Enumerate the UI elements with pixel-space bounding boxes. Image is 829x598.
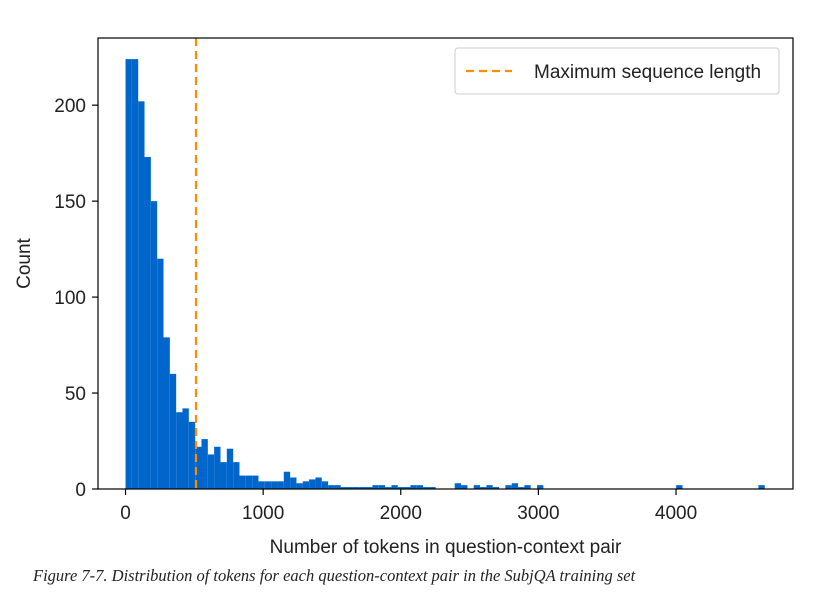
y-tick-label: 200 [54,96,86,117]
histogram-bar [347,487,354,489]
histogram-bar [264,481,272,489]
histogram-bar [239,475,246,489]
histogram-bar [188,421,196,489]
histogram-bar [473,485,481,489]
histogram-bar [290,477,297,489]
histogram-bar [372,485,379,489]
y-axis-ticks: 0 50 100 150 200 [54,96,98,501]
histogram-bar [454,483,462,489]
histogram-bar [163,337,170,489]
histogram-bar [315,477,322,489]
histogram-bar [480,487,487,489]
histogram-bar [233,462,240,489]
histogram-bar [182,408,189,489]
histogram-bar [138,101,145,490]
histogram-bar [309,479,316,489]
y-tick-label: 0 [75,480,86,501]
histogram-bar [492,487,500,489]
histogram-bar [359,487,367,489]
histogram-bar [524,485,531,489]
histogram-bar [150,201,158,489]
x-axis-ticks: 0 1000 2000 3000 4000 [120,489,697,524]
histogram-bar [258,481,265,489]
histogram-bar [220,462,227,489]
legend-box [454,47,780,95]
histogram-bar [207,454,215,489]
histogram-bar [245,475,253,489]
histogram-bar [505,485,512,489]
histogram-bar [169,373,177,489]
histogram-bar [321,481,329,489]
histogram-bar [410,485,417,489]
histogram-bar [201,439,208,489]
histogram-bar [429,487,436,489]
histogram-bar [391,485,398,489]
histogram-bar [328,485,335,489]
x-tick-label: 1000 [242,503,284,524]
legend: Maximum sequence length [454,47,780,95]
histogram-bar [385,487,392,489]
y-tick-label: 150 [54,192,86,213]
plot-frame [97,37,794,490]
histogram-bar [518,487,525,489]
x-tick-label: 4000 [655,503,697,524]
y-axis-label: Count [14,237,35,288]
histogram-bar [758,485,765,489]
x-axis-label: Number of tokens in question-context pai… [270,537,622,558]
histogram-bar [157,258,164,489]
histogram-bar [271,481,278,489]
histogram-bar [144,156,151,489]
histogram-bar [416,485,424,489]
x-tick-label: 3000 [517,503,559,524]
histogram-bar [676,485,683,489]
histogram-bar [277,481,284,489]
histogram-bar [334,485,341,489]
token-distribution-histogram: 0 1000 2000 3000 4000 0 50 100 150 200 Number of… [14,37,794,558]
x-tick-label: 0 [120,503,131,524]
x-tick-label: 2000 [380,503,422,524]
histogram-bar [176,412,183,489]
y-tick-label: 100 [54,288,86,309]
figure-caption: Figure 7-7. Distribution of tokens for e… [33,566,636,585]
legend-entry-label: Maximum sequence length [534,62,761,83]
histogram-bar [214,446,221,489]
histogram-bar [195,446,202,489]
histogram-bar [404,487,411,489]
histogram-bar [296,483,303,489]
y-tick-label: 50 [65,384,86,405]
histogram-bar [378,485,386,489]
histogram-bar [283,471,291,489]
histogram-bar [302,481,310,489]
histogram-bar [537,485,544,489]
histogram-bar [486,485,493,489]
histogram-bar [511,483,519,489]
histogram-bar [353,487,360,489]
histogram-bar [366,487,373,489]
histogram-bar [461,485,468,489]
histogram-bar [226,448,234,489]
histogram-bar [131,59,139,490]
histogram-bar [252,475,259,489]
histogram-bar [397,487,405,489]
histogram-bar [340,487,348,489]
histogram-bar [423,487,430,489]
histogram-bar [125,59,132,490]
histogram-bars [125,59,765,490]
